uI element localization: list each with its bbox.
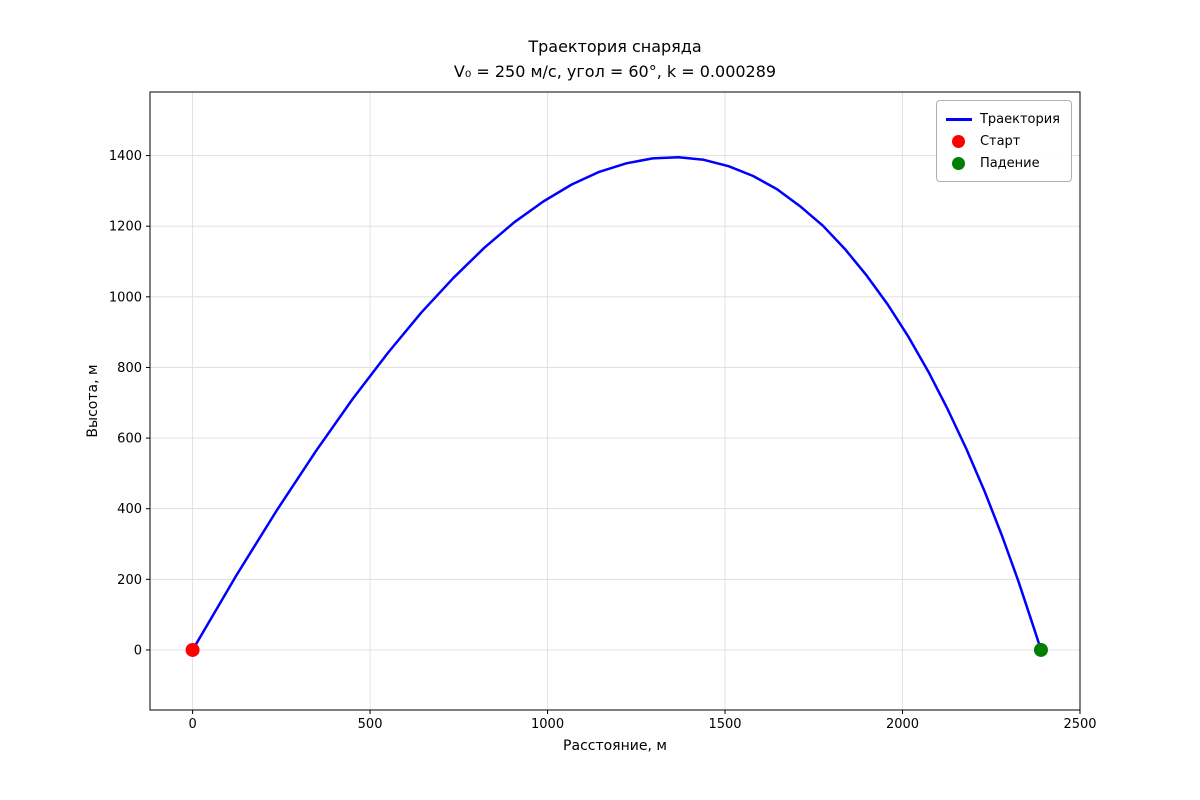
y-tick-label: 600	[117, 432, 142, 447]
legend-item-start: Старт	[946, 130, 1060, 152]
start-marker	[185, 642, 200, 657]
chart-subtitle: V₀ = 250 м/с, угол = 60°, k = 0.000289	[453, 62, 777, 81]
x-tick-label: 2500	[1063, 717, 1096, 732]
x-axis-title: Расстояние, м	[563, 738, 667, 754]
y-tick-label: 800	[117, 361, 142, 376]
legend-item-landing: Падение	[946, 152, 1060, 174]
chart-title-block: Траектория снаряда V₀ = 250 м/с, угол = …	[150, 34, 1080, 84]
landing-marker	[1033, 642, 1048, 657]
landing-marker-swatch	[952, 156, 966, 170]
landing-dot-icon	[946, 156, 972, 170]
legend-label-start: Старт	[979, 133, 1021, 149]
trajectory-curve	[191, 156, 1043, 652]
trajectory-line-swatch	[945, 117, 972, 121]
x-tick-label: 1500	[708, 717, 741, 732]
y-axis-title: Высота, м	[85, 364, 101, 438]
legend-box: Траектория Старт Падение	[935, 100, 1072, 182]
x-tick-label: 500	[358, 717, 383, 732]
legend-label-trajectory: Траектория	[979, 111, 1060, 127]
legend-label-landing: Падение	[979, 155, 1040, 171]
x-tick-label: 0	[188, 717, 196, 732]
start-marker-swatch	[952, 134, 966, 148]
y-tick-label: 1000	[109, 290, 142, 305]
x-tick-label: 1000	[531, 717, 564, 732]
legend-item-trajectory: Траектория	[945, 108, 1060, 130]
trajectory-line-icon	[945, 117, 972, 121]
axes-frame	[149, 91, 1081, 711]
y-tick-label: 0	[134, 643, 142, 658]
chart-title: Траектория снаряда	[528, 37, 702, 56]
y-tick-label: 200	[117, 573, 142, 588]
x-tick-label: 2000	[886, 717, 919, 732]
start-dot-icon	[946, 134, 972, 148]
y-tick-label: 400	[117, 502, 142, 517]
y-tick-label: 1400	[109, 149, 142, 164]
y-tick-label: 1200	[109, 220, 142, 235]
